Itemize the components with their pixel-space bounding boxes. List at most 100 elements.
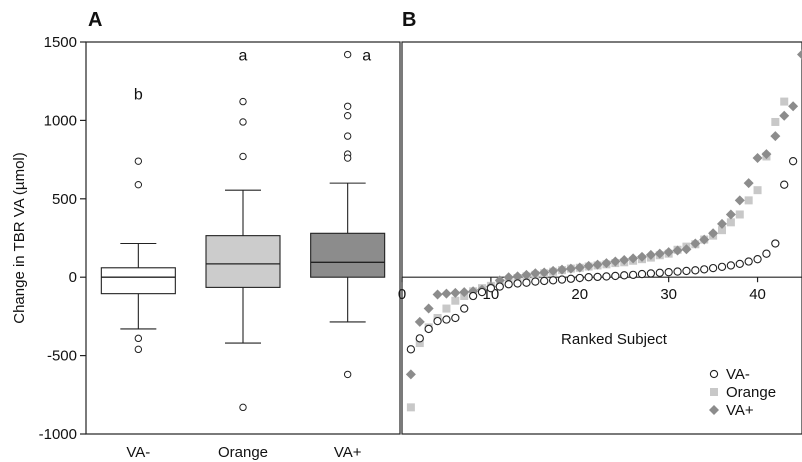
outlier-point xyxy=(343,50,352,59)
box-iqr xyxy=(100,267,176,295)
data-point xyxy=(451,313,460,323)
data-point xyxy=(522,278,531,287)
data-point xyxy=(771,239,780,248)
data-point xyxy=(743,178,754,189)
y-tick-label: -500 xyxy=(47,348,77,365)
data-point xyxy=(708,263,718,273)
data-point xyxy=(699,234,710,245)
data-point xyxy=(673,267,682,276)
data-point xyxy=(620,271,629,280)
data-point xyxy=(540,276,549,286)
data-point xyxy=(645,249,656,260)
data-point xyxy=(735,210,744,219)
data-point xyxy=(602,272,611,281)
data-point xyxy=(619,254,630,265)
data-point xyxy=(565,263,576,274)
box-orange: a xyxy=(205,48,281,412)
data-point xyxy=(442,315,451,324)
data-point xyxy=(682,266,691,276)
outlier-point xyxy=(134,180,143,189)
data-point xyxy=(512,271,523,282)
data-point xyxy=(424,324,433,334)
x-axis-title: Ranked Subject xyxy=(561,331,668,348)
data-point xyxy=(780,97,789,106)
outlier-point xyxy=(343,370,352,379)
x-tick-label: 40 xyxy=(749,286,766,303)
data-point xyxy=(423,303,434,314)
box-iqr xyxy=(310,232,386,278)
data-point xyxy=(583,260,594,271)
data-point xyxy=(513,279,522,288)
data-point xyxy=(557,264,567,275)
data-point xyxy=(495,282,504,291)
x-tick-label: 10 xyxy=(483,286,500,303)
data-point xyxy=(681,244,692,255)
data-point xyxy=(521,269,532,280)
data-point xyxy=(726,218,735,227)
data-point xyxy=(601,258,612,269)
data-point xyxy=(637,269,647,279)
data-point xyxy=(700,265,709,274)
data-point xyxy=(734,195,745,206)
data-point xyxy=(433,316,442,326)
panel-b-frame xyxy=(401,41,802,435)
legend-label: VA+ xyxy=(726,402,754,419)
data-point xyxy=(628,253,639,264)
outlier-point xyxy=(343,111,352,120)
x-category-label: VA+ xyxy=(334,444,362,461)
data-point xyxy=(557,275,567,284)
y-axis-title: Change in TBR VA (µmol) xyxy=(11,152,28,324)
data-point xyxy=(494,275,505,286)
data-point xyxy=(797,49,802,60)
data-point xyxy=(593,272,602,282)
data-point xyxy=(637,251,647,262)
data-point xyxy=(451,296,460,305)
x-tick-label: 20 xyxy=(571,286,588,303)
data-point xyxy=(771,117,780,126)
y-tick-label: -1000 xyxy=(39,426,77,443)
data-point xyxy=(717,262,727,272)
data-point xyxy=(477,287,487,297)
data-point xyxy=(486,284,496,293)
outlier-point xyxy=(239,403,247,412)
panel-a-boxplot: -1000 -500 0 500 1000 1500 b VA-a Orange a VA+ xyxy=(39,34,386,461)
data-point xyxy=(584,273,593,282)
data-point xyxy=(611,271,620,281)
legend-label: Orange xyxy=(726,384,776,401)
data-point xyxy=(753,255,762,264)
panel-letter-a: A xyxy=(88,9,102,31)
data-point xyxy=(779,110,790,121)
data-point xyxy=(725,209,736,220)
data-point xyxy=(718,226,726,235)
data-point xyxy=(406,345,416,354)
data-point xyxy=(566,274,576,283)
data-point xyxy=(504,280,513,289)
series-va- xyxy=(406,157,798,354)
panel-b-scatter: 0 10 20 30 40 xyxy=(398,49,802,412)
data-point xyxy=(610,256,621,267)
legend-marker xyxy=(710,388,718,396)
data-point xyxy=(646,269,656,278)
y-tick-label: 1500 xyxy=(44,34,77,51)
x-category-label: Orange xyxy=(218,444,268,461)
outlier-point xyxy=(343,154,352,162)
data-point xyxy=(531,277,540,286)
data-point xyxy=(654,248,665,259)
data-point xyxy=(708,228,719,239)
panel-letter-b: B xyxy=(402,9,416,31)
data-point xyxy=(405,369,416,380)
data-point xyxy=(788,101,799,112)
data-point xyxy=(788,157,798,166)
outlier-point xyxy=(343,102,352,110)
outlier-point xyxy=(239,118,247,126)
data-point xyxy=(548,265,559,276)
data-point xyxy=(548,276,558,285)
data-point xyxy=(664,268,673,277)
data-point xyxy=(441,288,452,299)
data-point xyxy=(574,262,585,273)
data-point xyxy=(762,249,771,258)
data-point xyxy=(459,287,470,298)
